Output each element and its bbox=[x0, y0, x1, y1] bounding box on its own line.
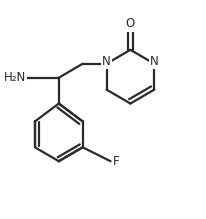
Text: O: O bbox=[126, 18, 135, 30]
Text: H₂N: H₂N bbox=[4, 71, 26, 84]
Text: F: F bbox=[113, 155, 120, 168]
Text: N: N bbox=[102, 55, 111, 68]
Text: N: N bbox=[150, 55, 159, 68]
